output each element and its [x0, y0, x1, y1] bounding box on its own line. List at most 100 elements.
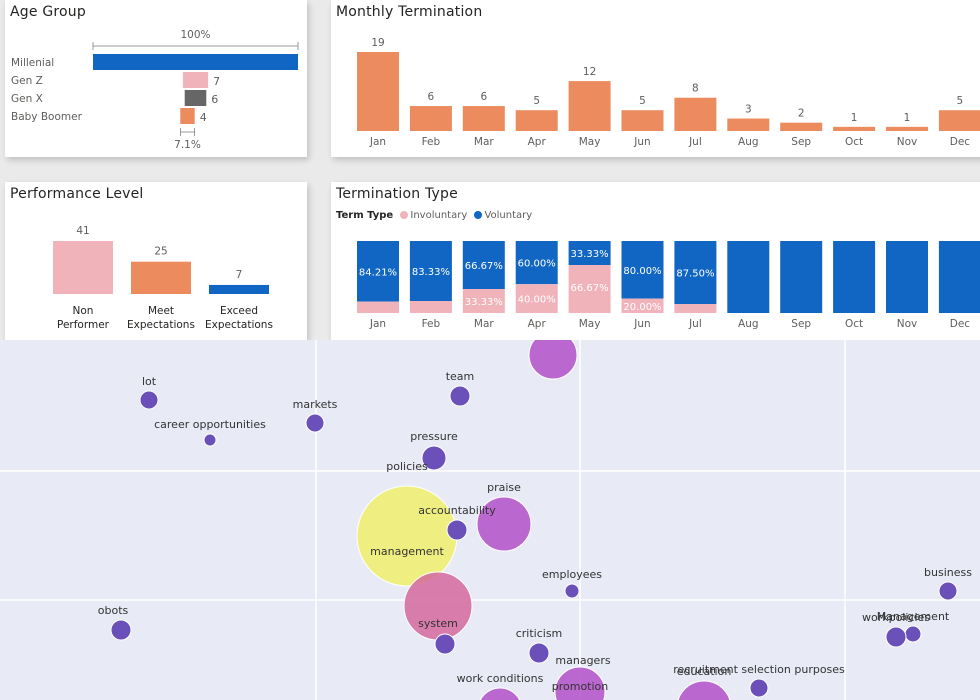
monthly-bar [727, 118, 770, 131]
monthly-tick-label: Nov [897, 136, 918, 148]
type-tick-label: Jul [688, 318, 702, 330]
type-bar-voluntary [886, 241, 928, 313]
bubble-label: criticism [516, 627, 563, 640]
type-bar-voluntary [780, 241, 823, 313]
type-tick-label: Jun [633, 318, 650, 330]
termination-type-legend: Term Type Involuntary Voluntary [336, 210, 532, 221]
age-category-label: Gen Z [11, 75, 43, 87]
monthly-bar [833, 126, 876, 131]
type-tick-label: Sep [791, 318, 811, 330]
bubble-label: promotion [552, 680, 609, 693]
type-bar-voluntary [409, 241, 452, 301]
monthly-tick-label: Sep [791, 136, 811, 148]
bubble-label: praise [487, 481, 521, 494]
age-group-title: Age Group [10, 4, 86, 20]
age-group-chart: 100% Millenial Gen Z 7 Gen X 6 Baby Boomer 4 7.1… [11, 29, 299, 151]
type-bar-voluntary [568, 241, 611, 265]
type-bar-involuntary [621, 298, 664, 313]
monthly-bar [357, 52, 399, 131]
age-data-label: 7 [213, 75, 220, 88]
bubble [446, 519, 468, 541]
monthly-bar [409, 106, 452, 131]
type-tick-label: Nov [897, 318, 918, 330]
performance-tick-label: Exceed [220, 305, 258, 317]
monthly-bar [674, 97, 717, 131]
age-category-label: Baby Boomer [11, 111, 83, 123]
type-tick-label: Jan [369, 318, 386, 330]
monthly-termination-chart: 19 Jan 6 Feb 6 Mar 5 Apr 12 May 5 Jun 8 Jul 3 Aug 2 Sep 1 O… [357, 37, 980, 148]
type-bar-voluntary [357, 241, 399, 302]
monthly-tick-label: Oct [845, 136, 863, 148]
performance-tick-label: Expectations [127, 319, 195, 331]
type-bar-voluntary [462, 241, 505, 290]
bubble-label: work conditions [457, 672, 544, 685]
monthly-data-label: 8 [692, 83, 699, 95]
bubble [305, 413, 325, 433]
word-bubble-chart: lot team markets career opportunities pressu… [0, 340, 980, 700]
bubble-label: education [677, 665, 732, 678]
bubble [904, 625, 922, 643]
monthly-bar [462, 106, 505, 131]
legend-involuntary-swatch [400, 211, 409, 219]
bubble-label: markets [293, 398, 338, 411]
monthly-data-label: 1 [904, 112, 911, 124]
legend-voluntary-swatch [474, 211, 483, 219]
performance-level-title: Performance Level [10, 186, 144, 202]
type-bar-voluntary [674, 241, 717, 304]
type-voluntary-label: 80.00% [623, 266, 661, 277]
performance-bar [53, 241, 113, 294]
age-category-label: Millenial [11, 57, 54, 69]
performance-data-label: 25 [154, 246, 167, 258]
monthly-data-label: 3 [745, 104, 752, 116]
type-voluntary-label: 87.50% [676, 269, 714, 280]
type-bar-voluntary [727, 241, 770, 313]
bubble [554, 666, 606, 700]
monthly-bar [515, 110, 558, 131]
legend-involuntary-label[interactable]: Involuntary [410, 210, 468, 221]
type-tick-label: May [579, 318, 601, 330]
monthly-tick-label: Jan [369, 136, 386, 148]
legend-title: Term Type [336, 210, 394, 221]
type-voluntary-label: 66.67% [465, 261, 503, 272]
monthly-termination-title: Monthly Termination [336, 4, 483, 20]
termination-type-card: Termination Type Term Type Involuntary V… [331, 182, 980, 340]
performance-tick-label: Expectations [205, 319, 273, 331]
monthly-data-label: 12 [583, 66, 596, 78]
monthly-termination-card: Monthly Termination 19 Jan 6 Feb 6 Mar 5 Apr 12 M… [331, 0, 980, 157]
type-bar-voluntary [938, 241, 980, 313]
bubble-label: accountability [418, 504, 496, 517]
monthly-data-label: 1 [851, 112, 858, 124]
termination-type-title: Termination Type [336, 186, 458, 202]
performance-level-card: Performance Level 41 Non Performer 25 Meet Ex… [5, 182, 307, 340]
bubble-label: obots [98, 604, 129, 617]
age-bar [182, 72, 209, 88]
performance-data-label: 7 [236, 269, 243, 281]
bubble-label: workpolicies [862, 611, 930, 624]
bubble [421, 445, 447, 471]
type-bar-involuntary [462, 289, 505, 313]
word-bubble-svg: lot team markets career opportunities pressu… [0, 340, 980, 700]
performance-data-label: 41 [76, 225, 89, 237]
bubble [528, 642, 550, 664]
age-top-annotation: 100% [180, 29, 210, 41]
bubble-label: recruitment selection purposes [673, 663, 845, 676]
performance-tick-label: Meet [148, 305, 174, 317]
performance-bar [131, 261, 191, 294]
monthly-data-label: 5 [957, 95, 964, 107]
type-voluntary-label: 84.21% [359, 267, 397, 278]
monthly-tick-label: May [579, 136, 601, 148]
performance-level-chart: 41 Non Performer 25 Meet Expectations 7 Exceed E… [53, 225, 273, 331]
termination-type-chart: 84.21% Jan 83.33% Feb 66.67% 33.33% Mar 60.00% 4… [357, 241, 980, 330]
type-bar-involuntary [674, 304, 717, 313]
type-bar-involuntary [515, 284, 558, 313]
bubble-label: employees [542, 568, 602, 581]
type-involuntary-label: 33.33% [465, 297, 503, 308]
bubble [749, 678, 769, 698]
type-tick-label: Oct [845, 318, 863, 330]
bubble [139, 390, 159, 410]
legend-voluntary-label[interactable]: Voluntary [484, 210, 533, 221]
bubble-label: pressure [410, 430, 458, 443]
age-category-label: Gen X [11, 93, 43, 105]
monthly-bar [568, 81, 611, 131]
bubble-label: management [370, 545, 444, 558]
